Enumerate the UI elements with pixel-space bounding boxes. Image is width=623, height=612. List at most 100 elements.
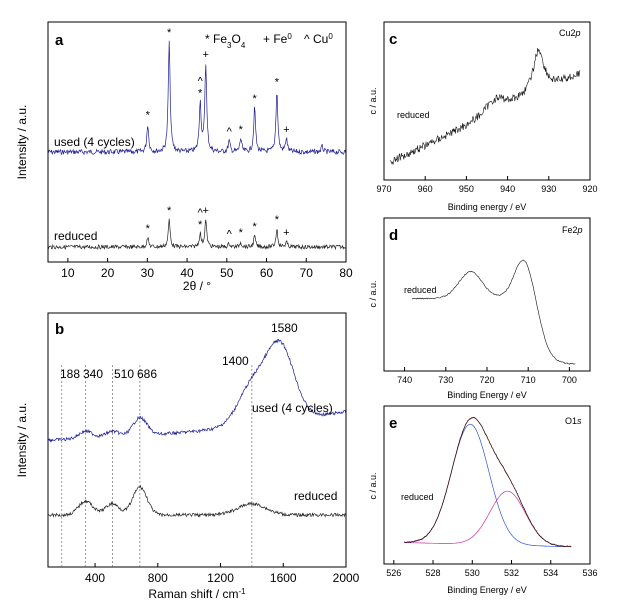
panel-e-title: O1	[565, 416, 577, 426]
x-tick-label: 950	[459, 184, 474, 194]
x-tick-label: 700	[562, 375, 577, 385]
panel-a-frame	[47, 21, 347, 263]
peak-marker: *	[239, 227, 244, 239]
peak-marker: *	[275, 77, 280, 89]
peak-marker: +	[203, 205, 209, 217]
panel-a-series-label-reduced: reduced	[54, 229, 97, 243]
x-tick-label: 730	[438, 375, 453, 385]
band-label-188: 188	[60, 367, 80, 381]
svg-text:O1s: O1s	[565, 416, 582, 426]
panel-b-y-axis-label: Intensity / a.u.	[15, 403, 29, 478]
xps-fe-line	[411, 259, 576, 365]
band-label-340: 340	[83, 367, 103, 381]
svg-text:+ Fe0: + Fe0	[263, 32, 292, 47]
panel-b-frame	[47, 312, 347, 568]
xps-cu-line	[389, 48, 580, 166]
raman-line-0	[47, 338, 346, 443]
panel-b-x-ticks: 400 800 1200 1600 2000	[85, 563, 360, 585]
peak-marker: *	[167, 205, 172, 217]
peak-marker: ^	[198, 207, 204, 219]
panel-a-series-label-used: used (4 cycles)	[54, 135, 135, 149]
x-tick-label: 70	[300, 266, 314, 280]
x-tick-label: 526	[386, 568, 401, 578]
panel-a-label: a	[55, 32, 64, 49]
panel-a-y-axis-label: Intensity / a.u.	[15, 105, 29, 180]
band-label-1580: 1580	[271, 321, 298, 335]
svg-text:* Fe3O4: * Fe3O4	[205, 32, 246, 50]
x-tick-label: 10	[61, 266, 75, 280]
panel-c-frame	[383, 21, 591, 181]
band-label-510: 510	[114, 367, 134, 381]
panel-b-series-label-used: used (4 cycles)	[252, 401, 333, 415]
panel-c-x-axis-label: Binding energy / eV	[448, 202, 527, 212]
x-tick-label: 970	[376, 184, 391, 194]
legend-fe3o4: * Fe	[205, 32, 227, 46]
svg-text:Raman shift / cm-1: Raman shift / cm-1	[148, 587, 246, 602]
x-tick-label: 50	[220, 266, 234, 280]
svg-text:^ Cu0: ^ Cu0	[304, 32, 333, 47]
x-tick-label: 960	[418, 184, 433, 194]
x-tick-label: 528	[426, 568, 441, 578]
x-tick-label: 534	[543, 568, 558, 578]
peak-marker: +	[203, 49, 209, 61]
x-tick-label: 2000	[333, 571, 360, 585]
band-label-686: 686	[137, 367, 157, 381]
panel-a-peak-markers: **^*+^ ***+** ^*+^ * **+	[146, 27, 290, 240]
panel-d-x-axis-label: Binding Energy / eV	[447, 390, 527, 400]
peak-marker: ^	[198, 76, 204, 88]
peak-marker: *	[198, 88, 203, 100]
peak-marker: *	[252, 221, 257, 233]
peak-marker: *	[167, 27, 172, 39]
panel-c-series-label: reduced	[397, 110, 430, 120]
x-tick-label: 800	[148, 571, 168, 585]
peak-marker: *	[275, 214, 280, 226]
panel-c-y-axis-label: c / a.u.	[368, 87, 378, 114]
x-tick-label: 60	[260, 266, 274, 280]
band-label-1400: 1400	[222, 354, 249, 368]
x-tick-label: 80	[339, 266, 353, 280]
panel-c-label: c	[389, 31, 397, 48]
xrd-line-0	[47, 40, 346, 156]
xps-o-envelope	[404, 417, 572, 548]
panel-b: b 400 800 1200 1600 2000 188 340 510 686 140…	[15, 312, 360, 602]
peak-marker: *	[252, 93, 257, 105]
x-tick-label: 710	[521, 375, 536, 385]
panel-e-frame	[383, 405, 591, 565]
panel-b-series-label-reduced: reduced	[294, 489, 337, 503]
x-tick-label: 1200	[207, 571, 234, 585]
panel-d-x-ticks: 740 730 720 710 700	[397, 367, 577, 385]
peak-marker: +	[283, 124, 289, 136]
svg-text:Cu2p: Cu2p	[559, 28, 581, 38]
panel-e-label: e	[389, 415, 397, 432]
x-tick-label: 1600	[270, 571, 297, 585]
x-tick-label: 740	[397, 375, 412, 385]
x-tick-label: 930	[541, 184, 556, 194]
xrd-line-1	[47, 218, 346, 251]
panel-e-series	[403, 416, 572, 548]
panel-d-series	[411, 259, 576, 365]
peak-marker: *	[146, 110, 151, 122]
svg-text:Fe2p: Fe2p	[562, 225, 583, 235]
panel-e-x-axis-label: Binding Energy / eV	[447, 585, 527, 595]
panel-b-label: b	[55, 321, 64, 338]
x-tick-label: 30	[141, 266, 155, 280]
x-tick-label: 400	[85, 571, 105, 585]
x-tick-label: 532	[504, 568, 519, 578]
xps-o-component-0	[404, 423, 572, 548]
panel-e-series-label: reduced	[401, 492, 434, 502]
panel-c: c Cu2p reduced 970 960 950 940 930 920 Bindin…	[368, 21, 598, 212]
peak-marker: *	[198, 219, 203, 231]
x-tick-label: 940	[500, 184, 515, 194]
panel-c-series	[389, 48, 580, 166]
panel-d-label: d	[389, 227, 398, 244]
xps-o-measured	[403, 416, 572, 548]
raman-line-1	[47, 484, 346, 518]
panel-b-x-axis-label: Raman shift / cm	[148, 587, 238, 601]
x-tick-label: 536	[582, 568, 597, 578]
panel-a-series	[47, 40, 346, 251]
panel-a-x-axis-label: 2θ / °	[183, 279, 211, 293]
x-tick-label: 720	[479, 375, 494, 385]
legend-fe0: + Fe	[263, 32, 288, 46]
panel-c-title: Cu2	[559, 28, 576, 38]
panel-b-reference-lines	[61, 365, 253, 567]
